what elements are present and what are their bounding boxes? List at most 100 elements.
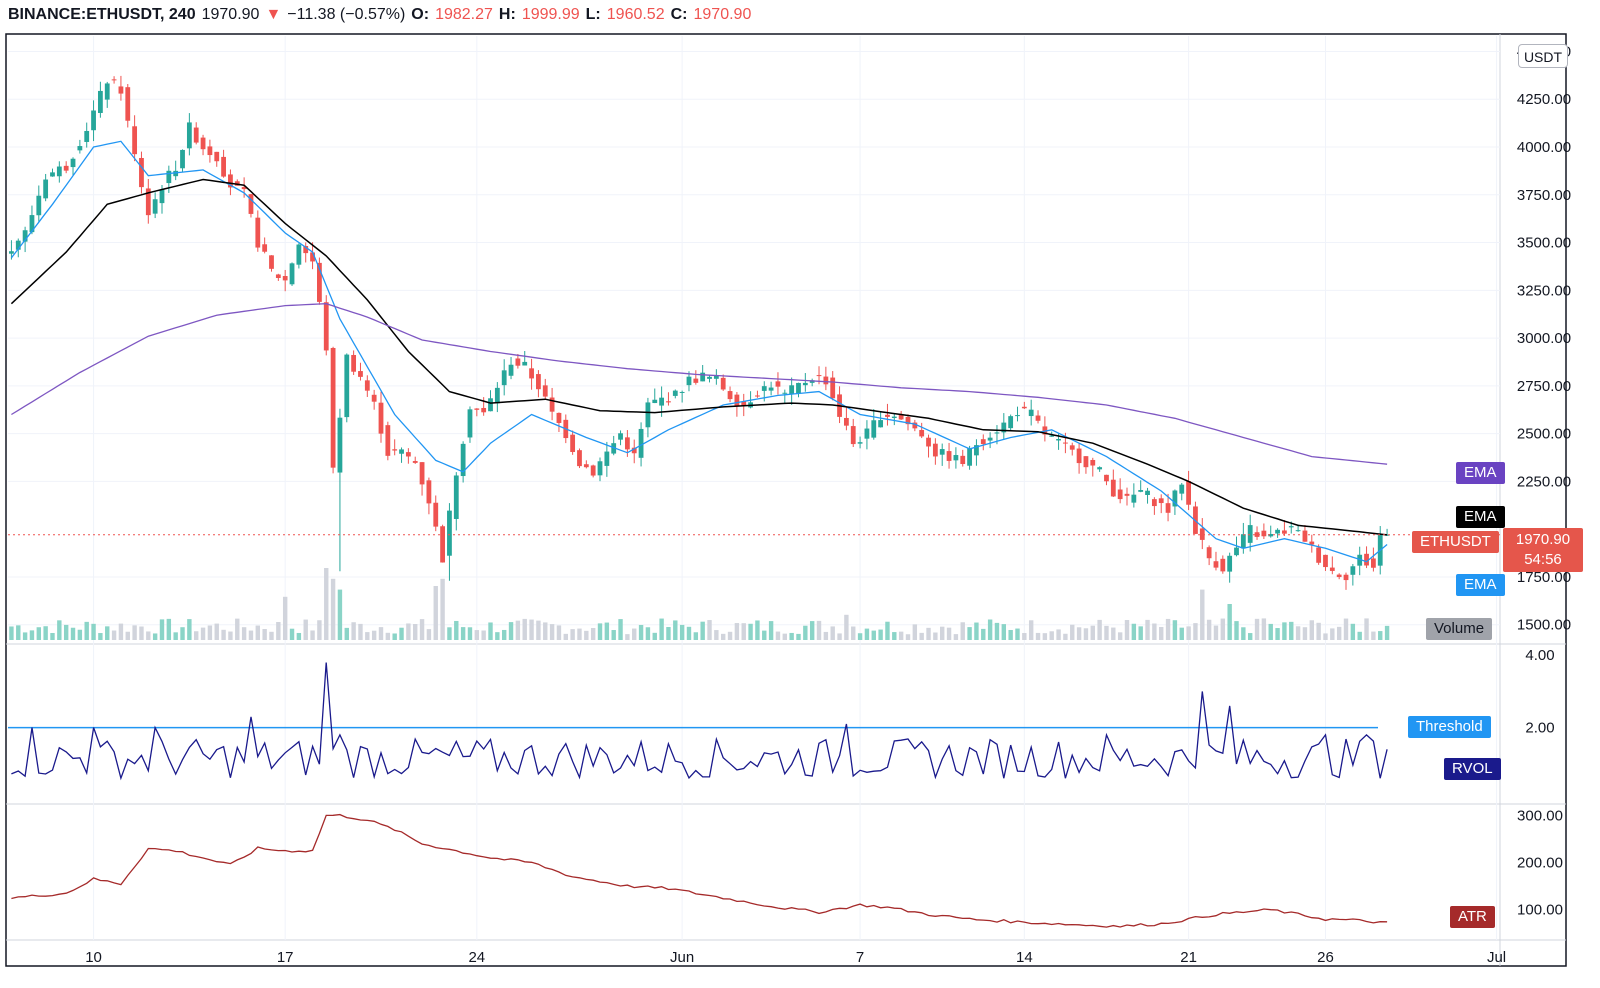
candle-body (180, 149, 185, 169)
volume-bar (721, 633, 726, 640)
candle-body (1008, 416, 1014, 429)
volume-bar (16, 625, 21, 640)
candle-body (926, 437, 931, 447)
volume-bar (1070, 624, 1075, 640)
volume-bar (789, 632, 794, 640)
candle-body (720, 377, 726, 390)
candle-body (686, 376, 692, 386)
volume-bar (604, 622, 610, 640)
volume-bar (673, 620, 678, 640)
candle-body (864, 428, 870, 439)
volume-bar (625, 634, 630, 640)
candle-body (1069, 445, 1075, 450)
candle-body (234, 181, 240, 186)
low-label: L: (585, 6, 601, 23)
candle-body (624, 437, 630, 450)
volume-bar (1378, 631, 1383, 640)
candle-body (241, 187, 247, 190)
volume-bar (953, 634, 959, 640)
candle-body (857, 442, 863, 444)
candle-body (953, 455, 959, 461)
volume-bar (1008, 629, 1013, 640)
candle-body (1056, 439, 1061, 441)
volume-bar (77, 629, 83, 640)
volume-bar (864, 628, 870, 640)
candle-body (946, 451, 952, 461)
volume-bar (892, 632, 897, 640)
candle-body (727, 391, 733, 400)
volume-bar (43, 626, 48, 640)
volume-bar (727, 631, 733, 640)
currency-button[interactable]: USDT (1518, 44, 1568, 68)
candle-body (1028, 409, 1034, 417)
candle-body (556, 412, 562, 423)
volume-bar (371, 630, 377, 640)
candle-body (1247, 525, 1253, 543)
candle-body (1131, 494, 1137, 503)
candle-body (618, 433, 623, 440)
volume-bar (91, 623, 96, 640)
candle-body (255, 217, 261, 248)
volume-bar (1104, 625, 1109, 640)
candle-body (330, 347, 336, 468)
volume-bar (296, 632, 302, 640)
candle-body (63, 165, 69, 171)
volume-bar (556, 625, 562, 640)
volume-bar (1131, 623, 1137, 640)
candle-body (1234, 547, 1239, 556)
candle-body (1206, 547, 1212, 559)
volume-bar (905, 634, 911, 640)
volume-bar (707, 620, 712, 640)
volume-bar (1364, 618, 1369, 640)
candle-body (577, 450, 582, 467)
candle-body (604, 451, 610, 466)
candle-body (1220, 558, 1226, 572)
volume-bar (221, 629, 226, 640)
volume-bar (495, 632, 500, 640)
volume-bar (132, 625, 137, 640)
chart-frame (5, 33, 1567, 967)
symbol-header: BINANCE:ETHUSDT, 240 1970.90 ▼ −11.38 (−… (8, 4, 751, 26)
volume-bar (481, 630, 486, 640)
candle-body (145, 188, 151, 216)
volume-bar (29, 630, 35, 640)
volume-bar (22, 632, 28, 640)
candle-body (453, 475, 459, 519)
candle-body (447, 510, 452, 556)
candle-body (796, 382, 801, 394)
symbol-title[interactable]: BINANCE:ETHUSDT, 240 (8, 6, 196, 23)
volume-bar (885, 621, 890, 640)
candle-body (186, 122, 192, 149)
volume-bar (1022, 633, 1027, 640)
candle-body (1063, 442, 1068, 444)
volume-bar (1261, 618, 1267, 640)
candle-body (898, 414, 904, 420)
volume-bar (262, 629, 267, 640)
volume-tag: Volume (1426, 618, 1493, 640)
ema-20-tag: EMA (1456, 574, 1505, 596)
time-axis-label: Jul (1487, 949, 1506, 966)
volume-bar (1371, 631, 1376, 640)
volume-bar (1200, 589, 1205, 640)
candle-body (1145, 490, 1150, 495)
candle-body (15, 240, 21, 250)
volume-bar (159, 619, 165, 640)
volume-bar (70, 627, 76, 640)
candle-body (474, 408, 480, 410)
volume-bar (878, 629, 883, 640)
volume-bar (741, 623, 746, 640)
volume-bar (686, 626, 692, 640)
volume-bar (1282, 622, 1287, 640)
high-value: 1999.99 (521, 6, 580, 23)
candle-body (761, 386, 767, 391)
candle-body (1370, 558, 1376, 568)
atr-axis-label: 100.00 (1517, 902, 1563, 919)
volume-bar (207, 625, 213, 640)
volume-bar (611, 630, 616, 640)
candle-body (816, 375, 822, 377)
volume-bar (378, 627, 384, 640)
volume-bar (933, 632, 938, 640)
candle-body (1309, 541, 1315, 545)
volume-bar (912, 624, 918, 640)
